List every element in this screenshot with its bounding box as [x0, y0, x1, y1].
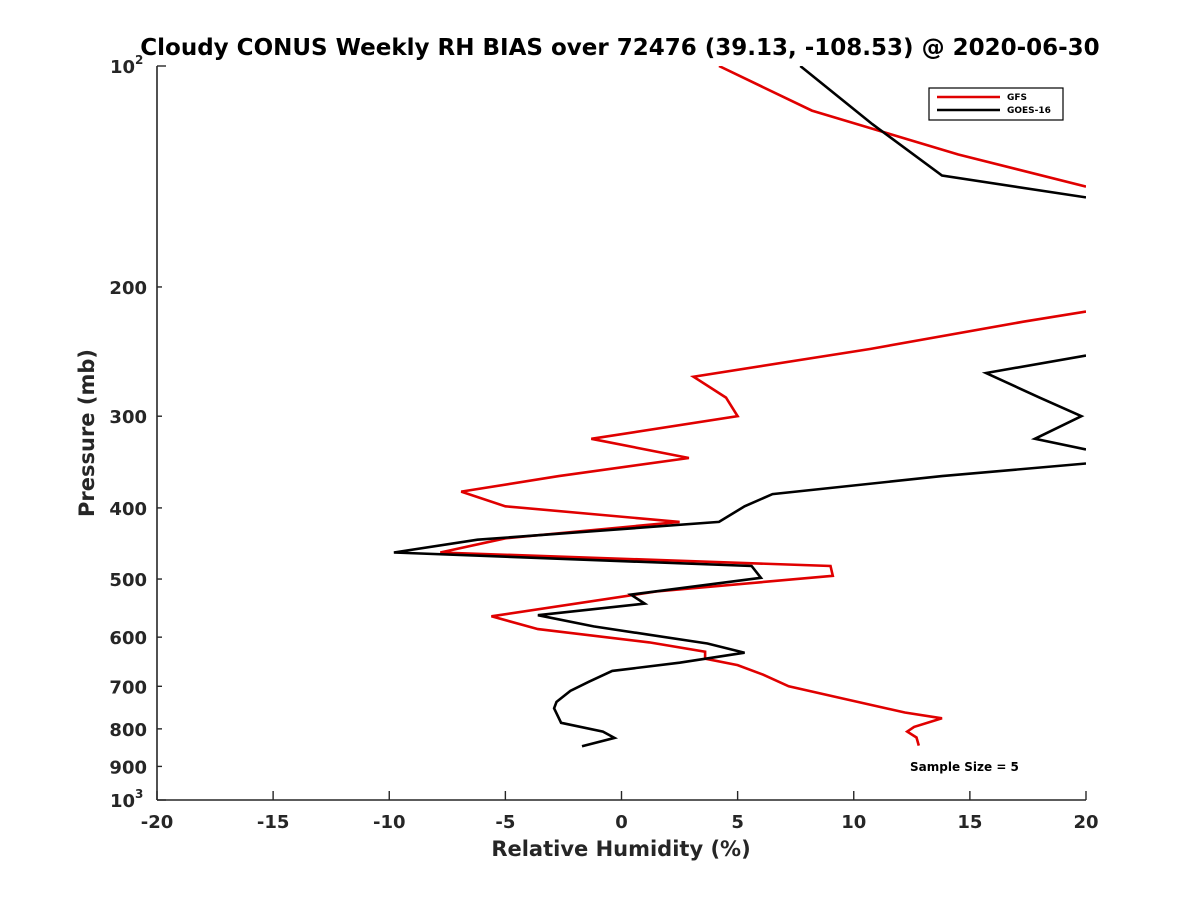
y-tick-label: 400	[109, 499, 147, 520]
x-tick-label: 10	[841, 812, 866, 833]
y-tick-label: 600	[109, 628, 147, 649]
x-tick-label: 15	[957, 812, 982, 833]
chart-title: Cloudy CONUS Weekly RH BIAS over 72476 (…	[140, 35, 1099, 61]
y-tick-label: 900	[109, 757, 147, 778]
y-tick-label: 500	[109, 570, 147, 591]
y-tick-label: 700	[109, 677, 147, 698]
y-tick-label-exponent: 2	[135, 53, 143, 67]
legend-box	[928, 87, 1064, 121]
legend-label-goes16: GOES-16	[1007, 106, 1051, 116]
x-axis-label: Relative Humidity (%)	[491, 837, 750, 861]
y-tick-label: 200	[109, 278, 147, 299]
series-line-goes16-segment-2	[981, 354, 1086, 451]
legend-label-gfs: GFS	[1007, 93, 1027, 103]
y-tick-label: 10	[110, 791, 135, 812]
x-tick-label: -15	[257, 812, 290, 833]
y-tick-label: 300	[109, 407, 147, 428]
x-tick-label: 5	[731, 812, 744, 833]
y-tick-label: 10	[110, 57, 135, 78]
x-tick-label: -20	[141, 812, 174, 833]
plot-area	[393, 66, 1086, 748]
y-axis-label: Pressure (mb)	[75, 349, 99, 517]
x-tick-label: -10	[373, 812, 406, 833]
legend: GFS GOES-16	[928, 87, 1064, 121]
y-tick-label: 800	[109, 720, 147, 741]
sample-size-annotation: Sample Size = 5	[910, 760, 1019, 774]
y-tick-label-exponent: 3	[135, 787, 143, 801]
series-line-goes16-segment-3	[393, 462, 1086, 748]
x-tick-label: 0	[615, 812, 628, 833]
series-line-goes16-segment-1	[799, 66, 1086, 199]
series-line-gfs-segment-2	[440, 310, 1086, 746]
x-tick-label: -5	[495, 812, 515, 833]
x-tick-label: 20	[1073, 812, 1098, 833]
